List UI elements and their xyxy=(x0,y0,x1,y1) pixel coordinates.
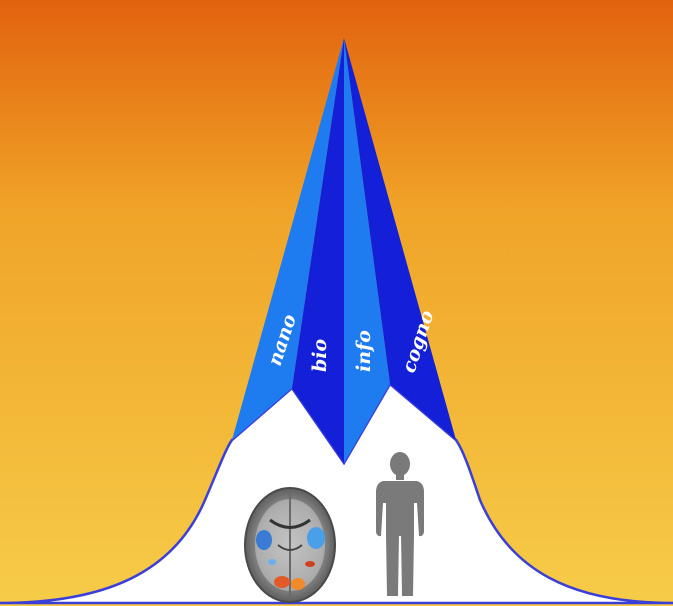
pillar-cogno xyxy=(344,38,456,440)
pillar-label-info: info xyxy=(353,330,375,372)
pillar-label-bio: bio xyxy=(309,338,331,372)
pillar-info xyxy=(344,38,390,463)
brain-scan-icon xyxy=(244,487,336,603)
pillar-bio xyxy=(292,38,344,463)
human-silhouette-icon xyxy=(376,452,424,596)
pillar-nano xyxy=(232,38,344,440)
